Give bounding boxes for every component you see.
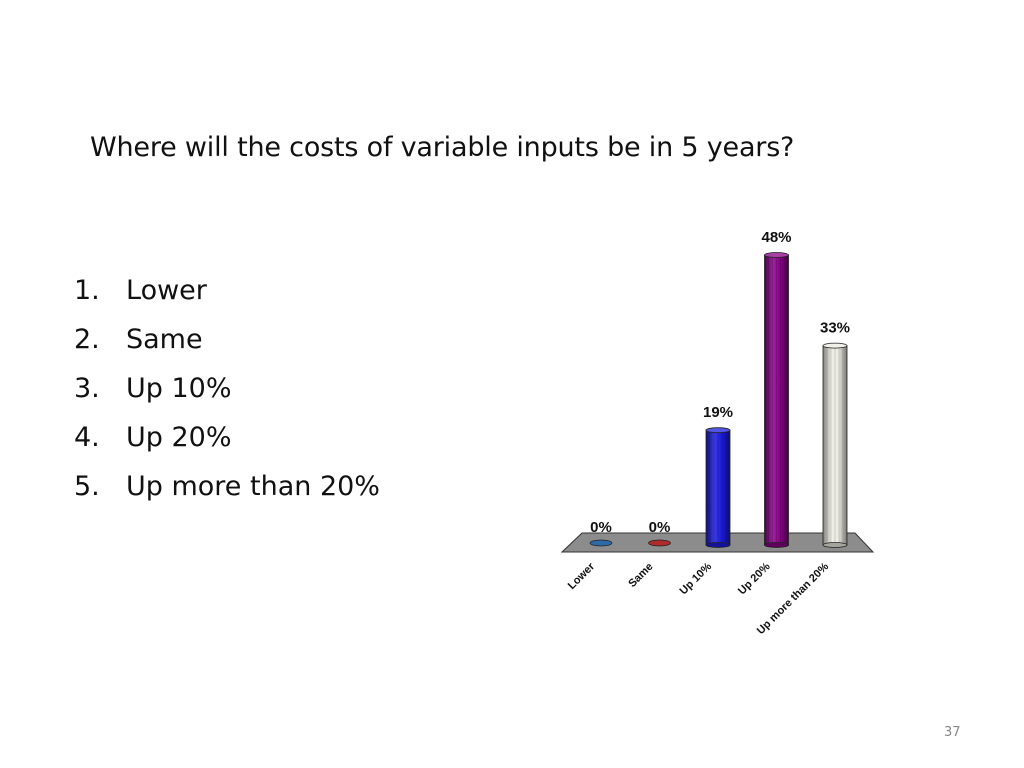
answer-option: 1. Lower [74, 270, 380, 319]
bar-top [764, 252, 789, 258]
option-label: Up more than 20% [126, 471, 380, 502]
option-label: Same [126, 324, 203, 355]
option-label: Up 10% [126, 373, 232, 404]
data-label: 19% [703, 404, 733, 421]
category-label: Lower [566, 560, 598, 592]
option-number: 3. [74, 373, 100, 404]
option-label: Up 20% [126, 422, 232, 453]
category-label: Up 10% [678, 560, 715, 597]
bar-base [764, 542, 789, 548]
answer-option: 5. Up more than 20% [74, 466, 380, 515]
bar-top [705, 427, 731, 434]
data-label: 48% [761, 229, 791, 246]
category-label: Same [626, 561, 655, 590]
data-label: 33% [820, 320, 850, 337]
answer-option: 4. Up 20% [74, 417, 380, 466]
data-label: 0% [649, 519, 671, 536]
question-title: Where will the costs of variable inputs … [90, 132, 795, 163]
answer-options-list: 1. Lower 2. Same 3. Up 10% 4. Up 20% 5. Up mo… [74, 270, 380, 515]
bar-zero-disc [648, 539, 671, 547]
option-number: 1. [74, 275, 100, 306]
bar-base [705, 542, 731, 548]
data-label: 0% [590, 519, 612, 536]
slide-number: 37 [944, 725, 961, 740]
category-label: Up 20% [736, 560, 773, 597]
answer-option: 2. Same [74, 319, 380, 368]
bar-zero-disc [589, 539, 613, 547]
bar-base [822, 542, 848, 548]
option-number: 2. [74, 324, 100, 355]
option-number: 5. [74, 471, 100, 502]
option-number: 4. [74, 422, 100, 453]
bar-top [822, 342, 848, 349]
option-label: Lower [126, 275, 207, 306]
answer-option: 3. Up 10% [74, 368, 380, 417]
